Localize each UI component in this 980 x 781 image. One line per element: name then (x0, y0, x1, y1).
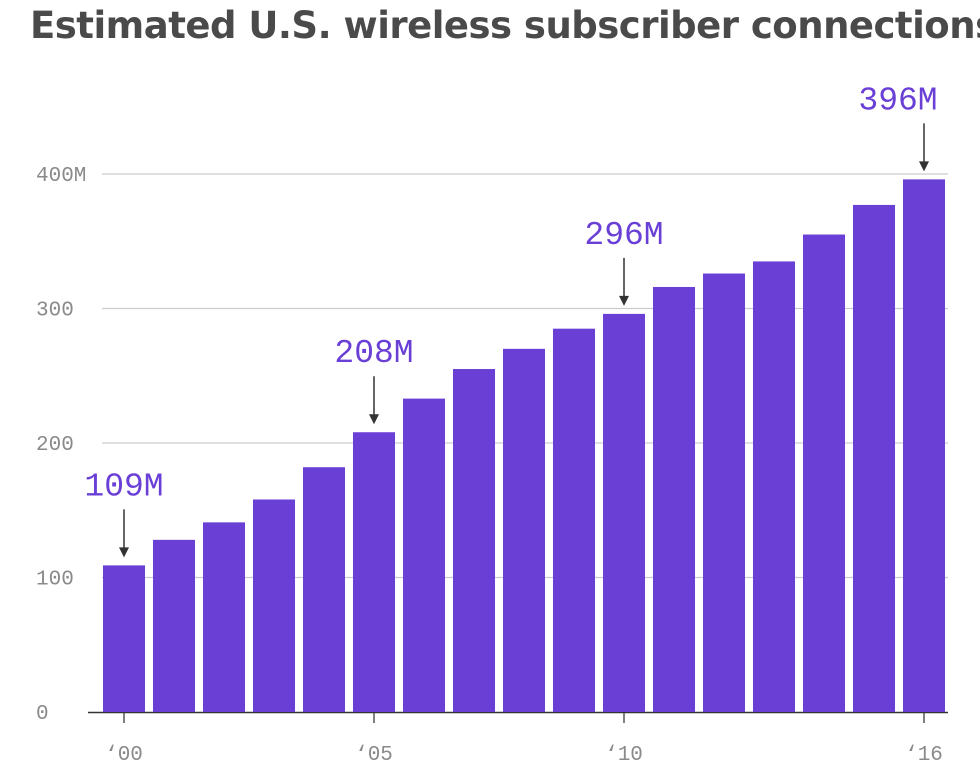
x-tick-label: ‘00 (105, 744, 143, 767)
bar (653, 286, 695, 712)
x-tick-label: ‘05 (355, 744, 393, 767)
annotation-arrowhead (119, 547, 129, 558)
y-axis-ticks: 0 100 200 300 400M (36, 165, 86, 726)
bar (503, 348, 545, 712)
y-tick-label: 400M (36, 165, 86, 188)
x-tick-label: ‘10 (605, 744, 643, 767)
annotation-label: 208M (334, 335, 413, 372)
bar (153, 539, 195, 712)
chart-title: Estimated U.S. wireless subscriber conne… (30, 4, 980, 47)
bar (853, 204, 895, 712)
annotations: 109M 208M 296M 396M (84, 82, 938, 558)
bar (453, 369, 495, 712)
bars (103, 179, 945, 712)
y-tick-label: 100 (36, 569, 74, 592)
bar (803, 234, 845, 712)
y-tick-label: 300 (36, 300, 74, 323)
y-tick-label: 0 (36, 703, 49, 726)
annotation-label: 396M (858, 82, 937, 119)
annotation-label: 109M (84, 468, 163, 505)
bar (353, 432, 395, 712)
bar (103, 565, 145, 712)
x-axis-ticks: ‘00 ‘05 ‘10 ‘16 (105, 713, 943, 767)
annotation-arrowhead (619, 295, 629, 306)
bar (403, 398, 445, 712)
annotation-label: 296M (584, 217, 663, 254)
annotation-arrowhead (919, 161, 929, 172)
bar (553, 328, 595, 712)
y-tick-label: 200 (36, 434, 74, 457)
bar (303, 467, 345, 712)
bar (753, 261, 795, 712)
x-tick-label: ‘16 (905, 744, 943, 767)
bar (703, 273, 745, 712)
bar (253, 499, 295, 712)
bar (903, 179, 945, 712)
bar (603, 313, 645, 712)
annotation-arrowhead (369, 414, 379, 425)
bar (203, 522, 245, 712)
